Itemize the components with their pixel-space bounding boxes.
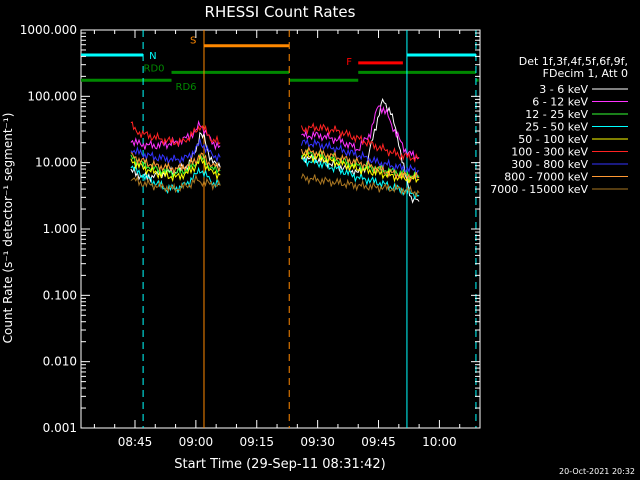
state-bar-label-n: N	[149, 51, 156, 62]
y-tick-label: 0.010	[43, 355, 77, 369]
series-line-25-50-kev	[300, 155, 420, 200]
y-tick-label: 0.100	[43, 288, 77, 302]
series-line-800-7000-kev	[130, 152, 221, 174]
legend-label-6-12-kev: 6 - 12 keV	[532, 96, 588, 109]
series-line-300-800-kev	[130, 138, 221, 166]
x-tick-label: 08:45	[118, 435, 153, 449]
x-tick-label: 09:30	[300, 435, 335, 449]
y-tick-label: 1000.000	[20, 23, 77, 37]
legend-label-3-6-kev: 3 - 6 keV	[539, 83, 588, 96]
series-line-300-800-kev	[300, 138, 420, 177]
y-axis: 0.001 0.010 0.100 1.000 10.000 100.000 1000.00…	[20, 23, 480, 435]
series-line-100-300-kev	[300, 122, 420, 164]
plot-frame	[80, 29, 481, 429]
legend-label-7000-15000-kev: 7000 - 15000 keV	[490, 183, 588, 196]
x-axis-label: Start Time (29-Sep-11 08:31:42)	[174, 457, 385, 472]
legend-label-300-800-kev: 300 - 800 keV	[511, 158, 588, 171]
series-line-6-12-kev	[130, 119, 221, 151]
count-rate-series	[130, 97, 420, 204]
series-line-6-12-kev	[301, 105, 420, 161]
legend-header-line-2: FDecim 1, Att 0	[543, 67, 628, 80]
series-line-3-6-kev	[301, 97, 420, 204]
x-tick-label: 09:00	[179, 435, 214, 449]
series-line-7000-15000-kev	[300, 172, 420, 198]
state-bar-label-s: S	[190, 36, 196, 47]
series-line-7000-15000-kev	[130, 173, 221, 194]
y-tick-label: 0.001	[43, 421, 77, 435]
y-tick-label: 100.000	[27, 89, 77, 103]
series-line-50-100-kev	[130, 155, 221, 183]
x-axis: 08:45 09:00 09:15 09:30 09:45 10:00	[93, 30, 481, 449]
series-line-100-300-kev	[130, 121, 221, 148]
generation-timestamp: 20-Oct-2021 20:32	[559, 467, 635, 476]
legend-label-50-100-kev: 50 - 100 keV	[518, 133, 588, 146]
state-bar-label-rd6: RD6	[176, 82, 197, 93]
instrument-state-bars: N S F RD0 RD6	[81, 36, 479, 93]
x-tick-label: 09:15	[239, 435, 274, 449]
x-tick-label: 10:00	[422, 435, 457, 449]
legend-label-800-7000-kev: 800 - 7000 keV	[504, 171, 588, 184]
state-bar-label-rd0: RD0	[144, 63, 165, 74]
chart-title: RHESSI Count Rates	[205, 3, 356, 21]
x-tick-label: 09:45	[361, 435, 396, 449]
legend-label-25-50-kev: 25 - 50 keV	[525, 121, 588, 134]
y-tick-label: 1.000	[43, 222, 77, 236]
series-line-12-25-kev	[301, 148, 420, 182]
legend-label-12-25-kev: 12 - 25 keV	[525, 108, 588, 121]
series-line-50-100-kev	[300, 149, 420, 184]
state-bar-label-f: F	[346, 57, 352, 68]
y-axis-label: Count Rate (s⁻¹ detector⁻¹ segment⁻¹)	[1, 113, 15, 344]
series-line-800-7000-kev	[300, 145, 420, 183]
legend: Det 1f,3f,4f,5f,6f,9f, FDecim 1, Att 0 3…	[490, 55, 628, 196]
legend-header-line-1: Det 1f,3f,4f,5f,6f,9f,	[519, 55, 628, 68]
legend-label-100-300-kev: 100 - 300 keV	[511, 146, 588, 159]
y-tick-label: 10.000	[35, 156, 77, 170]
